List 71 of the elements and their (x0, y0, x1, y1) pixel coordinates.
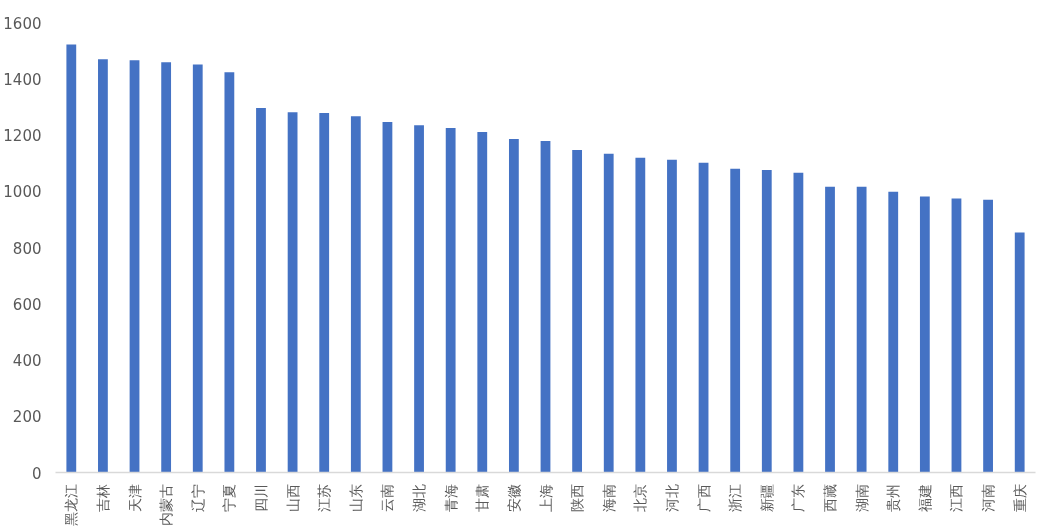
bar (256, 108, 266, 473)
bar (951, 198, 962, 473)
bar (635, 157, 646, 473)
x-tick-label: 福建 (916, 483, 933, 512)
x-tick-label: 吉林 (94, 483, 111, 512)
bar (730, 168, 741, 473)
bar (540, 140, 551, 473)
x-tick-label: 河北 (663, 483, 680, 512)
x-tick-label: 青海 (442, 483, 459, 512)
y-tick-label: 200 (12, 408, 42, 427)
x-tick-label: 四川 (252, 483, 269, 512)
bar (667, 159, 677, 473)
bar (161, 62, 172, 473)
y-tick-label: 400 (12, 352, 42, 370)
y-tick-label: 1400 (3, 70, 42, 89)
x-tick-label: 山西 (284, 483, 301, 512)
x-tick-label: 湖南 (853, 483, 870, 512)
bar (319, 113, 330, 473)
x-tick-label: 陕西 (569, 483, 586, 512)
x-tick-label: 甘肃 (474, 483, 491, 512)
x-tick-label: 安徽 (505, 483, 522, 512)
bar (603, 153, 614, 473)
x-tick-label: 新疆 (758, 483, 775, 512)
bar (793, 172, 804, 473)
bar (382, 122, 393, 473)
bar (66, 44, 77, 473)
bar (856, 186, 867, 473)
x-tick-label: 广西 (695, 483, 712, 512)
y-tick-label: 800 (12, 239, 42, 258)
x-tick-label: 上海 (537, 483, 554, 512)
x-tick-label: 江西 (948, 483, 965, 512)
bar (224, 72, 235, 473)
bar (414, 125, 424, 473)
x-tick-label: 海南 (600, 483, 617, 512)
bar (445, 127, 456, 473)
x-tick-label: 江苏 (316, 483, 333, 512)
x-tick-label: 宁夏 (221, 483, 238, 512)
x-tick-label: 广东 (790, 483, 807, 512)
bar (572, 149, 583, 473)
x-tick-label: 北京 (632, 483, 649, 512)
x-tick-label: 辽宁 (189, 483, 206, 512)
bar (888, 191, 899, 473)
x-tick-label: 湖北 (411, 483, 428, 512)
x-tick-label: 内蒙古 (158, 483, 175, 526)
x-tick-label: 云南 (379, 483, 396, 512)
bar (129, 60, 140, 473)
x-tick-label: 天津 (126, 483, 143, 512)
y-tick-label: 1000 (3, 183, 42, 202)
bar (825, 186, 835, 473)
x-tick-label: 西藏 (822, 483, 839, 512)
x-tick-label: 河南 (980, 483, 997, 512)
bar (698, 162, 709, 473)
y-tick-label: 1200 (3, 127, 42, 145)
bar (761, 169, 772, 473)
y-tick-label: 0 (31, 464, 42, 483)
y-tick-label: 1600 (3, 14, 42, 33)
bar (1014, 232, 1025, 473)
bar (919, 196, 930, 473)
x-tick-label: 黑龙江 (63, 483, 80, 526)
bar (477, 131, 488, 473)
bar (983, 199, 993, 473)
x-tick-label: 重庆 (1011, 483, 1028, 512)
y-tick-label: 600 (12, 295, 42, 314)
x-tick-label: 山东 (347, 483, 364, 512)
bar (287, 112, 298, 473)
bar (508, 138, 519, 473)
bar (192, 64, 203, 473)
x-tick-label: 贵州 (885, 483, 902, 512)
x-tick-label: 浙江 (727, 483, 744, 512)
bar (350, 116, 361, 473)
bar (98, 59, 108, 473)
